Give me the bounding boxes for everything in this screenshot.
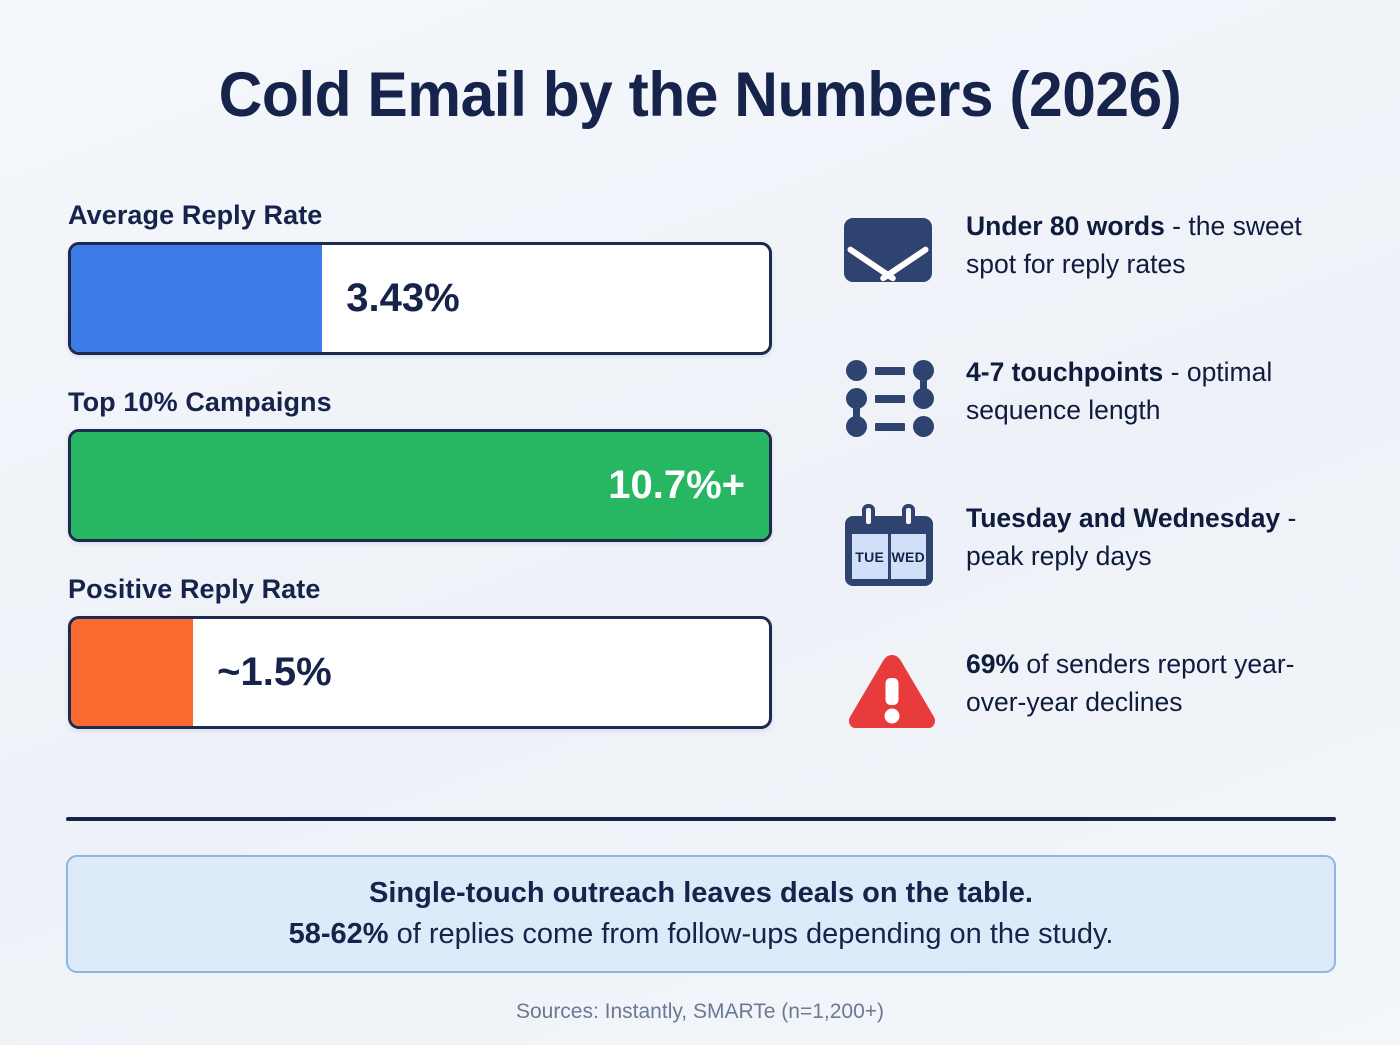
bar-value: 3.43% bbox=[346, 276, 460, 320]
fact-item-peak-days: TUE WED Tuesday and Wednesday - peak rep… bbox=[842, 498, 1352, 588]
bar-block-positive-reply-rate: Positive Reply Rate ~1.5% bbox=[68, 574, 772, 729]
bar-fill bbox=[71, 432, 769, 539]
bar-track: 3.43% bbox=[68, 242, 772, 355]
facts-list: Under 80 words - the sweet spot for repl… bbox=[842, 206, 1352, 734]
bar-value: ~1.5% bbox=[217, 650, 332, 694]
calendar-day-cell: TUE bbox=[852, 534, 888, 579]
warning-icon bbox=[842, 644, 938, 734]
bar-value: 10.7%+ bbox=[608, 463, 745, 507]
bar-block-average-reply-rate: Average Reply Rate 3.43% bbox=[68, 200, 772, 355]
envelope-icon bbox=[842, 206, 938, 296]
bar-track: ~1.5% bbox=[68, 616, 772, 729]
section-divider bbox=[66, 817, 1336, 821]
calendar-day-cell: WED bbox=[890, 534, 926, 579]
bar-label: Positive Reply Rate bbox=[68, 574, 321, 604]
callout-subline: 58-62% of replies come from follow-ups d… bbox=[289, 918, 1114, 951]
callout-highlight: 58-62% bbox=[288, 918, 389, 950]
fact-highlight: 4-7 touchpoints bbox=[966, 357, 1164, 387]
fact-text: 69% of senders report year-over-year dec… bbox=[966, 644, 1352, 721]
fact-item-touchpoints: 4-7 touchpoints - optimal sequence lengt… bbox=[842, 352, 1352, 442]
bar-label: Average Reply Rate bbox=[68, 200, 323, 230]
callout-box: Single-touch outreach leaves deals on th… bbox=[66, 855, 1336, 973]
fact-text: 4-7 touchpoints - optimal sequence lengt… bbox=[966, 352, 1352, 429]
fact-rest: - the sweet spot for reply rates bbox=[966, 211, 1302, 279]
touchpoints-icon bbox=[842, 352, 938, 442]
fact-rest: - optimal sequence length bbox=[966, 357, 1273, 425]
callout-headline: Single-touch outreach leaves deals on th… bbox=[369, 877, 1033, 909]
bar-fill bbox=[71, 245, 323, 352]
fact-highlight: 69% bbox=[966, 649, 1020, 679]
fact-text: Tuesday and Wednesday - peak reply days bbox=[966, 498, 1352, 575]
bar-label: Top 10% Campaigns bbox=[68, 387, 332, 417]
fact-rest: - peak reply days bbox=[966, 503, 1297, 571]
fact-highlight: Tuesday and Wednesday bbox=[966, 503, 1281, 533]
sources-footer: Sources: Instantly, SMARTe (n=1,200+) bbox=[515, 1000, 885, 1023]
callout-rest: of replies come from follow-ups dependin… bbox=[388, 918, 1114, 950]
fact-rest: of senders report year-over-year decline… bbox=[966, 649, 1295, 717]
bar-chart-group: Average Reply Rate 3.43% Top 10% Campaig… bbox=[68, 200, 772, 729]
fact-highlight: Under 80 words bbox=[966, 211, 1165, 241]
bar-fill bbox=[71, 619, 194, 726]
page-title: Cold Email by the Numbers (2026) bbox=[218, 60, 1182, 130]
fact-item-decline-warning: 69% of senders report year-over-year dec… bbox=[842, 644, 1352, 734]
calendar-ring-icon bbox=[862, 504, 875, 528]
calendar-ring-icon bbox=[902, 504, 915, 528]
calendar-icon: TUE WED bbox=[842, 498, 938, 588]
fact-text: Under 80 words - the sweet spot for repl… bbox=[966, 206, 1352, 283]
bar-track: 10.7%+ bbox=[68, 429, 772, 542]
fact-item-word-count: Under 80 words - the sweet spot for repl… bbox=[842, 206, 1352, 296]
bar-block-top-10-campaigns: Top 10% Campaigns 10.7%+ bbox=[68, 387, 772, 542]
